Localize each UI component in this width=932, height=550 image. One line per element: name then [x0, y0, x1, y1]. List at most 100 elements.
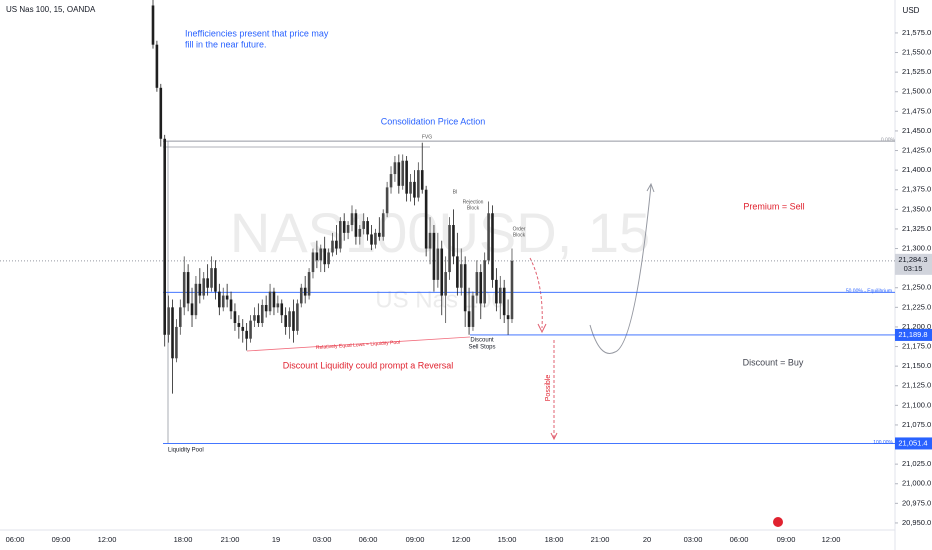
candle-body — [471, 295, 475, 327]
watermark-symbol: NAS100USD, 15 — [230, 201, 650, 264]
candle-body — [424, 189, 428, 249]
x-tick-label: 21:00 — [221, 535, 240, 544]
x-tick-label: 19 — [272, 535, 280, 544]
candle-body — [409, 181, 412, 194]
event-flag[interactable] — [773, 517, 783, 527]
annotation: Possible — [545, 375, 552, 402]
candle-body — [459, 264, 463, 288]
candle-body — [342, 221, 346, 233]
arrow-head — [550, 432, 558, 441]
candle-body — [506, 315, 510, 320]
candle-body — [432, 232, 436, 280]
y-tick-label: 21,025.0 — [902, 459, 931, 468]
x-tick-label: 09:00 — [52, 535, 71, 544]
candle-body — [420, 170, 424, 190]
candle-body — [405, 160, 408, 194]
annotation: Rejection — [463, 199, 484, 205]
candle-body — [311, 252, 315, 273]
candle-body — [338, 221, 342, 249]
candle-body — [487, 213, 490, 261]
candle-body — [401, 160, 405, 186]
candle-body — [483, 260, 486, 304]
arrow-head — [646, 182, 655, 193]
candle-body — [389, 174, 393, 188]
x-tick-label: 09:00 — [777, 535, 796, 544]
candle-body — [292, 311, 295, 331]
y-tick-label: 20,975.0 — [902, 498, 931, 507]
watermark-name: US Nas 100 — [375, 286, 504, 313]
symbol-title: US Nas 100, 15, OANDA — [6, 5, 96, 14]
level-price-box — [895, 328, 932, 341]
candle-body — [374, 232, 377, 245]
equal-lows-line — [246, 336, 471, 352]
candle-body — [346, 225, 350, 233]
candle-body — [284, 315, 287, 327]
candle-body — [393, 162, 397, 175]
candle-body — [175, 326, 178, 359]
candle-body — [210, 268, 213, 288]
candle-body — [299, 287, 303, 304]
candle-body — [444, 272, 447, 296]
candle-body — [381, 213, 385, 237]
candle-body — [498, 287, 502, 304]
projection-arrow — [529, 257, 543, 329]
candle-body — [354, 213, 358, 237]
candle-body — [307, 272, 311, 296]
candle-body — [202, 278, 206, 296]
y-tick-label: 21,425.0 — [902, 146, 931, 155]
y-tick-label: 21,500.0 — [902, 87, 931, 96]
candle-body — [179, 307, 182, 327]
candle-body — [245, 330, 248, 339]
candle-body — [366, 221, 369, 235]
annotation: Discount = Buy — [743, 357, 804, 367]
level-price-box — [895, 437, 932, 450]
candle-body — [272, 291, 276, 308]
candle-body — [171, 307, 174, 359]
candle-body — [206, 278, 209, 288]
annotation: Premium = Sell — [743, 201, 804, 211]
candle-body — [253, 315, 256, 321]
candle-body — [159, 87, 163, 139]
x-tick-label: 06:00 — [6, 535, 25, 544]
level-price-label: 21,051.4 — [898, 438, 927, 447]
current-price-box — [895, 253, 932, 275]
y-tick-label: 21,550.0 — [902, 48, 931, 57]
y-tick-label: 21,125.0 — [902, 381, 931, 390]
x-tick-label: 03:00 — [313, 535, 332, 544]
level-label: 100.00% — [873, 440, 893, 446]
candle-body — [296, 303, 299, 331]
candle-body — [510, 260, 514, 320]
candle-body — [214, 268, 217, 292]
candle-body — [335, 240, 338, 249]
candle-body — [303, 287, 307, 296]
annotation: fill in the near future. — [185, 39, 267, 49]
candle-body — [456, 256, 459, 288]
arrow-head — [537, 323, 547, 334]
countdown-label: 03:15 — [904, 264, 923, 273]
candle-body — [288, 311, 291, 327]
y-tick-label: 21,100.0 — [902, 400, 931, 409]
candle-body — [502, 287, 506, 316]
candle-body — [331, 240, 334, 253]
candle-body — [198, 283, 202, 296]
y-tick-label: 20,950.0 — [902, 518, 931, 527]
annotation: Sell Stops — [468, 345, 495, 351]
candle-body — [448, 225, 451, 273]
candle-body — [241, 326, 245, 331]
candle-body — [257, 315, 260, 324]
y-tick-label: 21,400.0 — [902, 165, 931, 174]
candle-body — [167, 307, 170, 335]
y-tick-label: 21,250.0 — [902, 283, 931, 292]
y-tick-label: 21,300.0 — [902, 244, 931, 253]
y-tick-label: 21,575.0 — [902, 28, 931, 37]
x-tick-label: 12:00 — [98, 535, 117, 544]
level-label: 0.00% — [881, 137, 896, 143]
candle-body — [155, 44, 159, 88]
candle-body — [280, 303, 284, 316]
current-price-label: 21,284.3 — [898, 255, 927, 264]
candle-body — [186, 272, 190, 304]
candle-body — [237, 323, 241, 327]
y-tick-label: 21,150.0 — [902, 361, 931, 370]
y-tick-label: 21,375.0 — [902, 185, 931, 194]
x-tick-label: 06:00 — [730, 535, 749, 544]
